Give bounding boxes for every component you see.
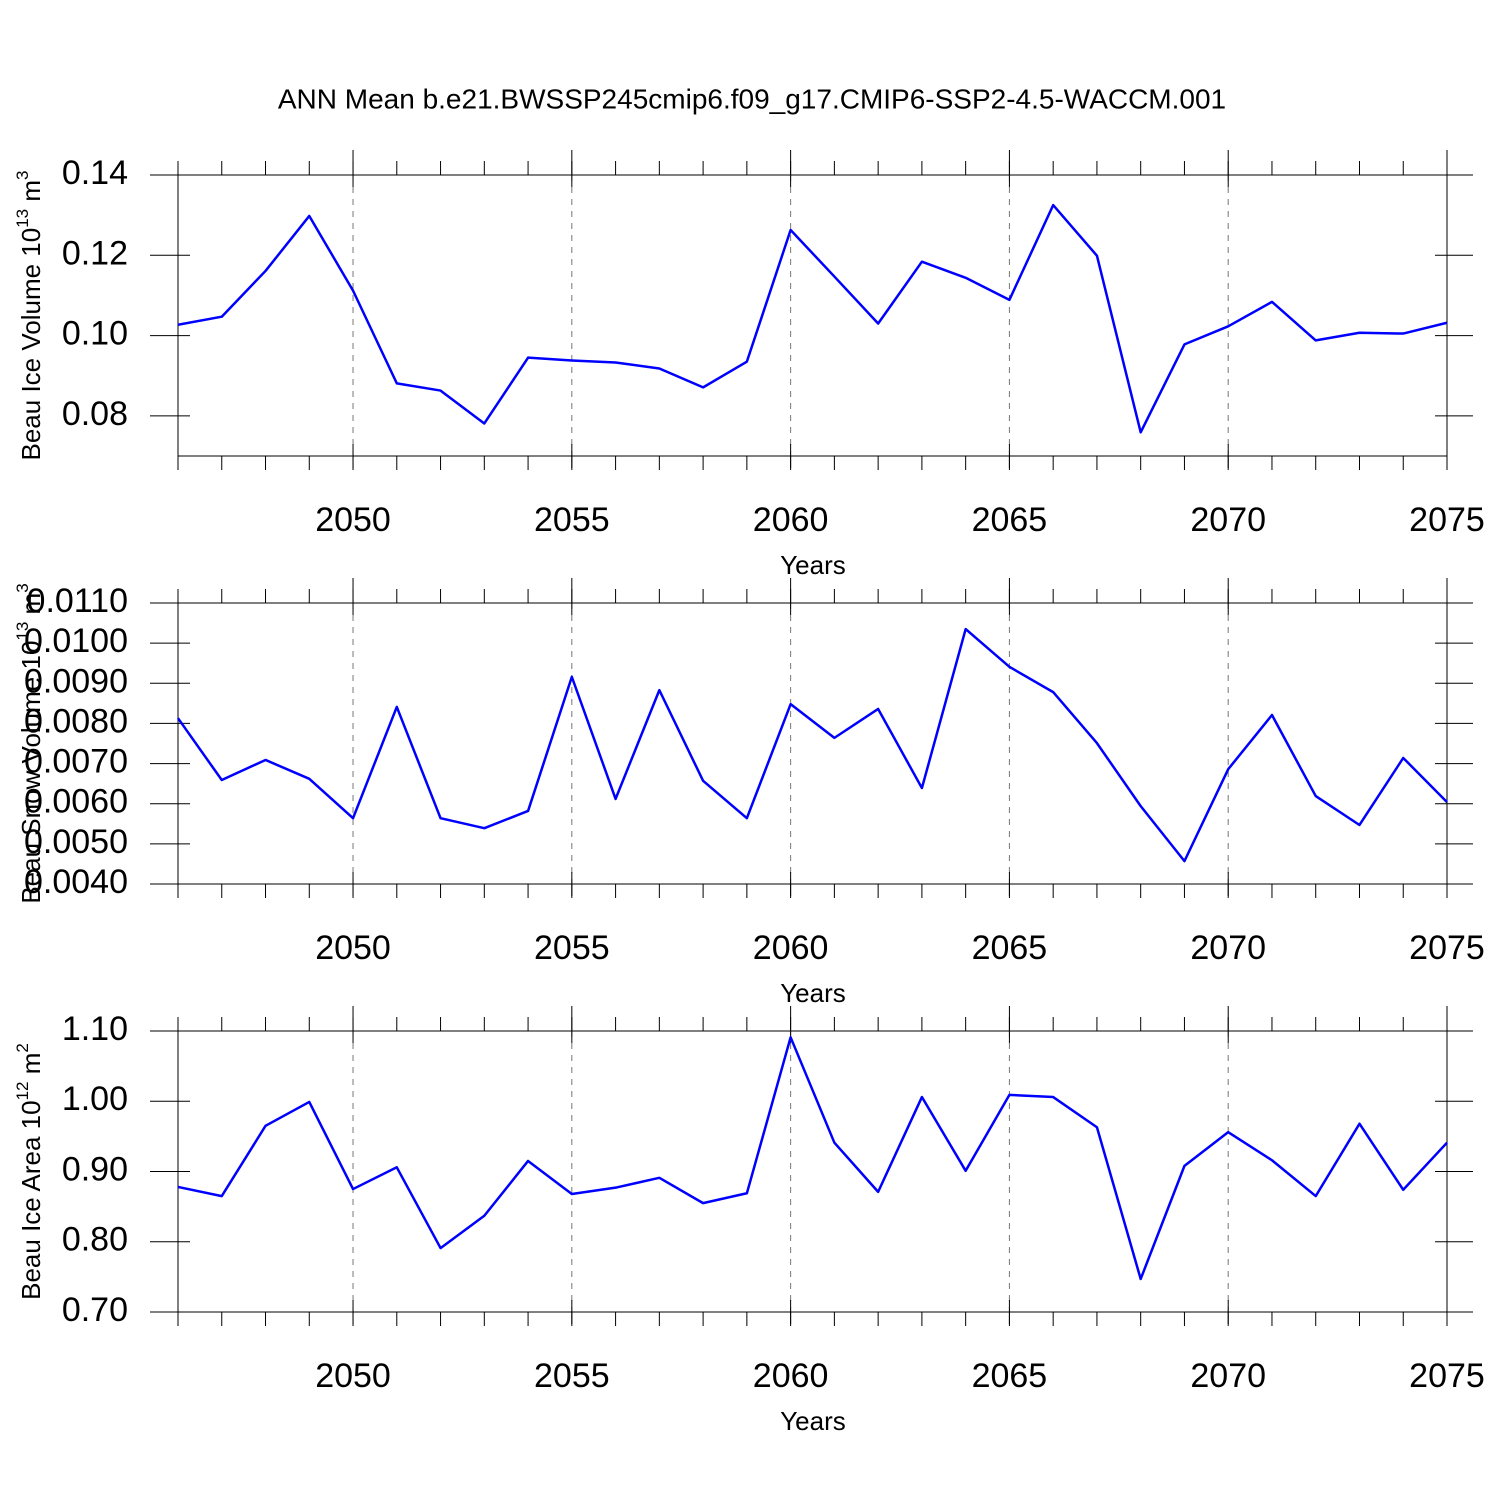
x-tick-label: 2055 (534, 929, 610, 967)
x-tick-label: 2050 (315, 1357, 391, 1395)
y-axis-label-part: m (16, 1053, 46, 1082)
y-tick-label: 0.0080 (24, 702, 128, 740)
plot-frame (177, 1030, 1448, 1313)
y-axis-label: Beau Snow Volume 1013 m3 (13, 583, 46, 903)
y-axis-label-part: m (16, 593, 46, 622)
x-tick-label: 2075 (1409, 501, 1485, 539)
x-tick-label: 2065 (972, 501, 1048, 539)
x-tick-label: 2065 (972, 929, 1048, 967)
y-axis-label-part: Beau Snow Volume 10 (16, 641, 46, 904)
y-tick-label: 0.0060 (24, 783, 128, 821)
x-tick-label: 2075 (1409, 929, 1485, 967)
y-tick-label: 0.0070 (24, 743, 128, 781)
y-tick-label: 0.90 (62, 1150, 128, 1188)
y-axis-label-part: 3 (13, 171, 32, 180)
data-line (177, 203, 1448, 434)
chart-title: ANN Mean b.e21.BWSSP245cmip6.f09_g17.CMI… (278, 83, 1226, 114)
y-axis-label: Beau Ice Volume 1013 m3 (13, 171, 46, 461)
y-axis-label-part: 2 (13, 1043, 32, 1052)
y-axis-label-part: 13 (13, 622, 32, 641)
x-tick-label: 2060 (753, 929, 829, 967)
x-tick-label: 2055 (534, 501, 610, 539)
y-axis-label-part: 13 (13, 209, 32, 228)
y-tick-label: 0.0050 (24, 823, 128, 861)
y-tick-label: 0.70 (62, 1291, 128, 1329)
x-axis-label: Years (780, 1406, 846, 1436)
x-tick-label: 2050 (315, 501, 391, 539)
y-axis-label-part: 12 (13, 1081, 32, 1100)
x-tick-label: 2060 (753, 1357, 829, 1395)
x-tick-label: 2075 (1409, 1357, 1485, 1395)
y-tick-label: 0.10 (62, 315, 128, 353)
y-tick-label: 0.0040 (24, 863, 128, 901)
y-tick-label: 0.0090 (24, 662, 128, 700)
y-tick-label: 0.0100 (24, 622, 128, 660)
y-tick-label: 0.12 (62, 234, 128, 272)
y-axis-label: Beau Ice Area 1012 m2 (13, 1043, 46, 1300)
y-axis-label-part: Beau Ice Area 10 (16, 1100, 46, 1299)
x-tick-label: 2070 (1190, 929, 1266, 967)
plot-frame (177, 174, 1448, 457)
y-tick-label: 1.00 (62, 1080, 128, 1118)
y-axis-label-part: m (16, 180, 46, 209)
x-axis-label: Years (780, 550, 846, 580)
x-tick-label: 2070 (1190, 501, 1266, 539)
data-line (176, 627, 1448, 863)
x-tick-label: 2060 (753, 501, 829, 539)
x-tick-label: 2070 (1190, 1357, 1266, 1395)
x-tick-label: 2050 (315, 929, 391, 967)
y-tick-label: 0.14 (62, 154, 128, 192)
plot-frame (177, 602, 1448, 885)
y-tick-label: 0.80 (62, 1221, 128, 1259)
y-axis-label-part: 3 (13, 583, 32, 592)
y-tick-label: 0.0110 (27, 582, 128, 620)
x-tick-label: 2055 (534, 1357, 610, 1395)
x-tick-label: 2065 (972, 1357, 1048, 1395)
y-axis-label-part: Beau Ice Volume 10 (16, 228, 46, 461)
y-tick-label: 0.08 (62, 395, 128, 433)
y-tick-label: 1.10 (62, 1010, 128, 1048)
data-line (177, 1036, 1448, 1281)
x-axis-label: Years (780, 978, 846, 1008)
